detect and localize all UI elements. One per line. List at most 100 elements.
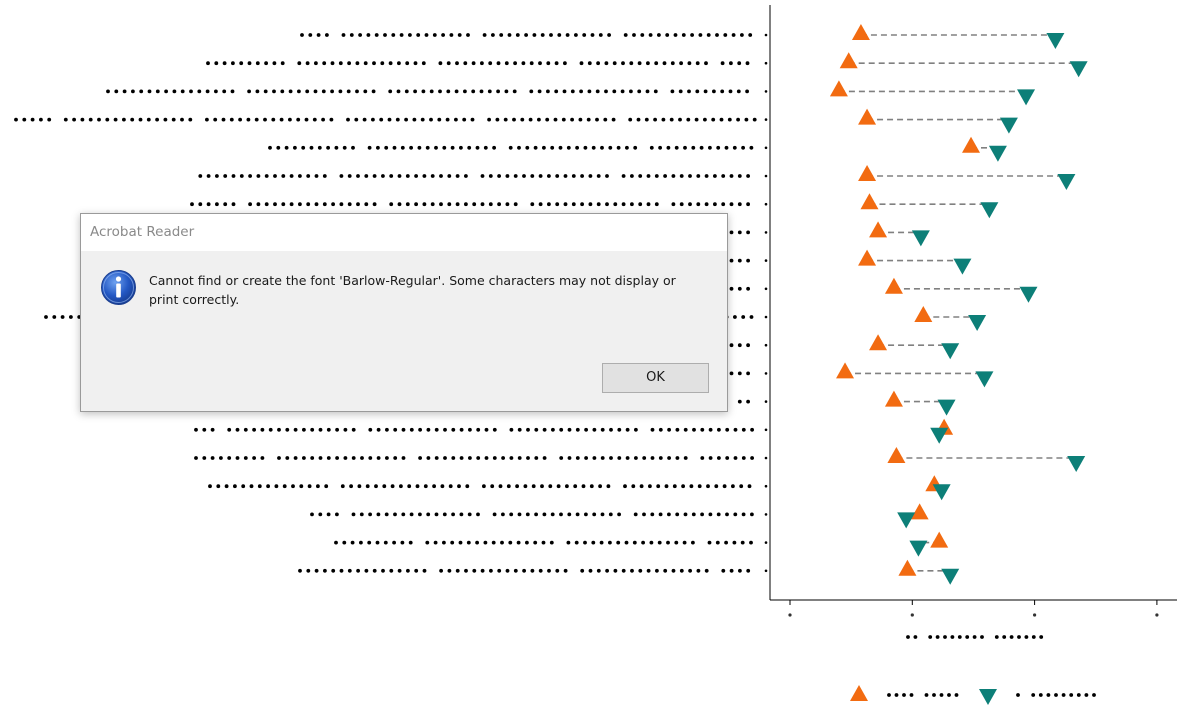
x-axis-title-glyph <box>1009 635 1014 639</box>
row-label-glyph <box>316 33 321 37</box>
row-label-glyph <box>746 568 751 573</box>
row-label-glyph <box>445 117 450 122</box>
row-label-glyph <box>507 33 512 37</box>
row-label-glyph <box>533 145 538 150</box>
row-label-glyph <box>713 174 717 178</box>
row-label-glyph <box>674 540 679 545</box>
row-label-glyph <box>522 174 526 178</box>
end-marker <box>988 145 1007 162</box>
row-label-glyph <box>688 174 692 178</box>
row-label-glyph <box>504 89 509 94</box>
row-label-glyph <box>359 512 364 517</box>
end-marker <box>911 230 930 247</box>
row-label-glyph <box>517 456 522 460</box>
row-label-glyph <box>547 174 551 178</box>
start-marker <box>858 165 877 181</box>
row-label-glyph <box>749 145 754 150</box>
row-label-glyph <box>223 174 228 178</box>
row-label-glyph <box>641 540 645 545</box>
row-label-glyph <box>532 33 537 37</box>
row-label-glyph <box>363 89 368 94</box>
y-tick-mark <box>764 513 768 516</box>
row-label-glyph <box>198 174 203 178</box>
row-label-glyph <box>381 174 385 178</box>
ok-button[interactable]: OK <box>602 363 709 393</box>
row-label-glyph <box>172 89 177 94</box>
row-label-glyph <box>289 202 294 207</box>
row-label-glyph <box>706 484 710 489</box>
row-label-glyph <box>715 33 719 37</box>
row-label-glyph <box>475 540 479 545</box>
row-label-glyph <box>324 484 329 489</box>
row-label-glyph <box>650 512 655 517</box>
row-label-glyph <box>188 117 193 122</box>
row-label-glyph <box>521 61 526 66</box>
row-label-glyph <box>401 427 406 432</box>
end-marker <box>968 315 987 331</box>
row-label-glyph <box>366 33 371 37</box>
font-warning-dialog: Acrobat Reader Cannot find or create the… <box>80 213 728 412</box>
row-label-glyph <box>650 427 655 432</box>
row-label-glyph <box>736 117 740 122</box>
row-label-glyph <box>492 145 496 150</box>
row-label-glyph <box>632 33 636 37</box>
row-label-glyph <box>508 145 513 150</box>
row-label-glyph <box>241 484 246 489</box>
row-label-glyph <box>715 540 720 545</box>
row-label-glyph <box>231 174 236 178</box>
row-label-glyph <box>266 484 270 489</box>
row-label-glyph <box>517 427 522 432</box>
legend-label-glyph <box>902 693 906 697</box>
row-label-glyph <box>208 484 212 489</box>
row-label-glyph <box>605 174 609 178</box>
row-label-glyph <box>538 568 543 573</box>
row-label-glyph <box>400 145 405 150</box>
row-label-glyph <box>567 427 572 432</box>
row-label-glyph <box>666 540 670 545</box>
row-label-glyph <box>384 512 389 517</box>
row-label-glyph <box>342 145 347 150</box>
row-label-glyph <box>459 145 463 150</box>
row-label-glyph <box>716 145 721 150</box>
row-label-glyph <box>223 202 228 207</box>
row-label-glyph <box>147 89 152 94</box>
row-label-glyph <box>704 174 709 178</box>
row-label-glyph <box>745 89 749 94</box>
legend-label-glyph <box>1092 693 1096 697</box>
row-label-glyph <box>737 258 742 263</box>
row-label-glyph <box>476 456 481 460</box>
row-label-glyph <box>425 540 430 545</box>
row-label-glyph <box>658 512 663 517</box>
row-label-glyph <box>293 456 298 460</box>
row-label-glyph <box>551 427 555 432</box>
row-label-glyph <box>571 174 576 178</box>
row-label-glyph <box>634 427 638 432</box>
row-label-glyph <box>396 89 401 94</box>
row-label-glyph <box>600 427 605 432</box>
dialog-titlebar[interactable]: Acrobat Reader <box>81 214 727 251</box>
row-label-glyph <box>433 540 438 545</box>
row-label-glyph <box>739 484 744 489</box>
row-label-glyph <box>323 568 327 573</box>
row-label-glyph <box>750 456 754 460</box>
row-label-glyph <box>318 512 323 517</box>
row-label-glyph <box>584 456 588 460</box>
row-label-glyph <box>689 484 694 489</box>
row-label-glyph <box>438 61 443 66</box>
row-label-glyph <box>556 484 561 489</box>
row-label-glyph <box>349 484 353 489</box>
row-label-glyph <box>326 512 331 517</box>
row-label-glyph <box>450 540 455 545</box>
row-label-glyph <box>492 512 497 517</box>
row-label-glyph <box>401 456 406 460</box>
row-label-glyph <box>155 117 160 122</box>
row-label-glyph <box>746 174 750 178</box>
row-label-glyph <box>349 33 354 37</box>
row-label-glyph <box>459 427 464 432</box>
row-label-glyph <box>673 33 678 37</box>
row-label-glyph <box>600 145 604 150</box>
row-label-glyph <box>395 117 400 122</box>
y-tick-mark <box>764 90 768 93</box>
row-label-glyph <box>547 202 551 207</box>
row-label-glyph <box>497 568 502 573</box>
